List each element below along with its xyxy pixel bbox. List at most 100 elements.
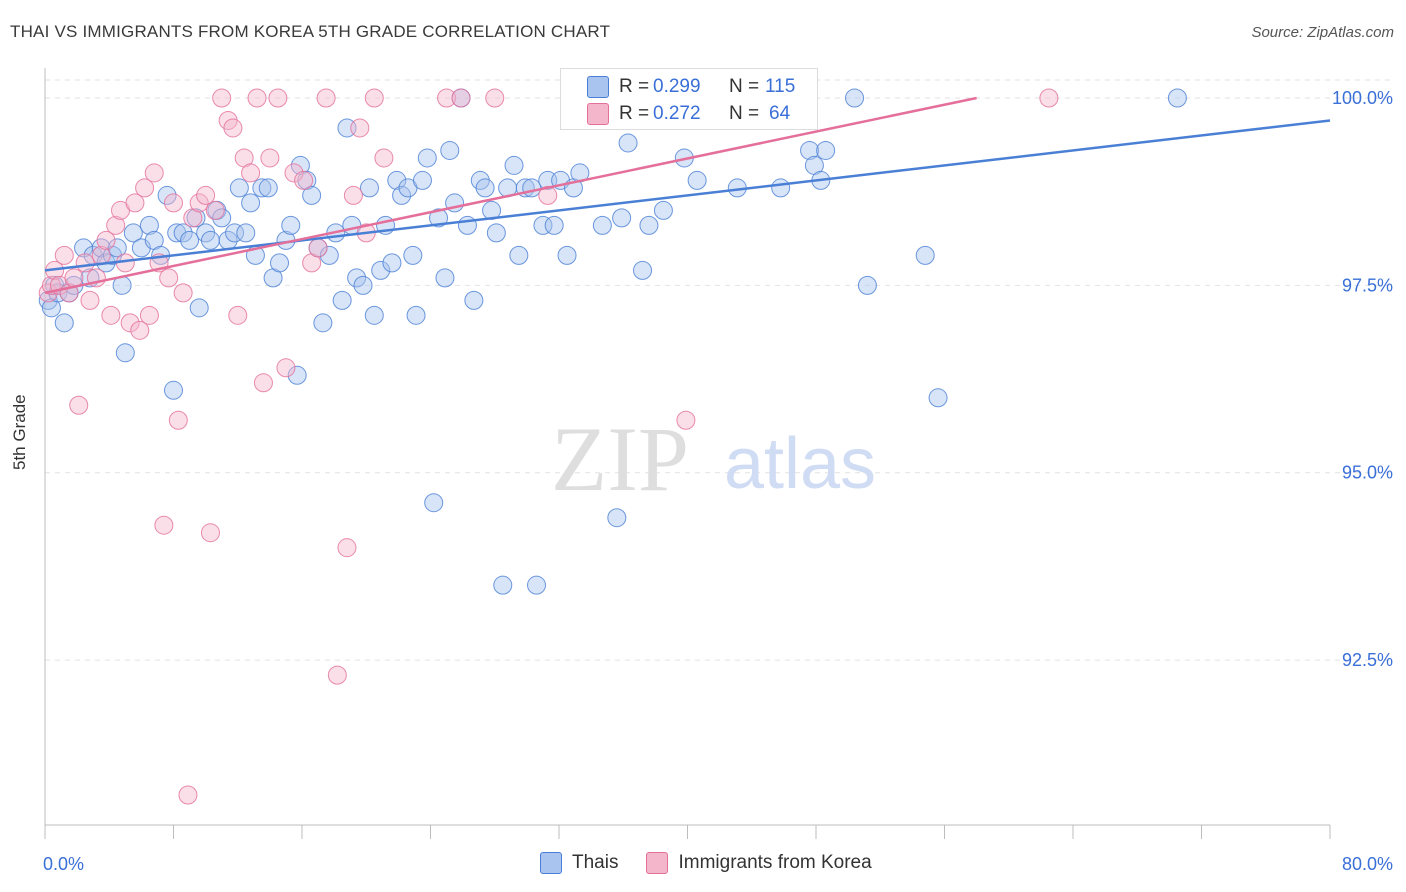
thais-point bbox=[653, 200, 673, 220]
korea-point bbox=[308, 238, 328, 258]
chart-title: THAI VS IMMIGRANTS FROM KOREA 5TH GRADE … bbox=[10, 22, 611, 41]
korea-point bbox=[200, 523, 220, 543]
thais-point bbox=[607, 508, 627, 528]
thais-point bbox=[302, 185, 322, 205]
thais-point bbox=[359, 178, 379, 198]
n-value-korea: 64 bbox=[769, 103, 791, 124]
korea-point bbox=[159, 268, 179, 288]
korea-point bbox=[178, 785, 198, 805]
thais-point bbox=[387, 170, 407, 190]
korea-point bbox=[350, 118, 370, 138]
korea-point bbox=[130, 320, 150, 340]
korea-point bbox=[223, 118, 243, 138]
korea-point bbox=[268, 88, 288, 108]
thais-point bbox=[392, 185, 412, 205]
y-tick-label: 97.5% bbox=[1342, 275, 1393, 295]
thais-point bbox=[639, 215, 659, 235]
korea-point bbox=[54, 245, 74, 265]
korea-point bbox=[485, 88, 505, 108]
korea-point bbox=[253, 373, 273, 393]
y-tick-label: 95.0% bbox=[1342, 463, 1393, 483]
thais-point bbox=[123, 223, 143, 243]
watermark: ZIP atlas bbox=[551, 408, 876, 510]
thais-point bbox=[347, 268, 367, 288]
korea-point bbox=[205, 200, 225, 220]
korea-point bbox=[69, 395, 89, 415]
korea-point bbox=[101, 305, 121, 325]
thais-point bbox=[429, 208, 449, 228]
legend-item-korea[interactable]: Immigrants from Korea bbox=[646, 852, 872, 874]
korea-point bbox=[96, 230, 116, 250]
thais-point bbox=[241, 193, 261, 213]
thais-point bbox=[403, 245, 423, 265]
thais-point bbox=[225, 223, 245, 243]
thais-point bbox=[464, 290, 484, 310]
thais-point bbox=[115, 343, 135, 363]
thais-point bbox=[845, 88, 865, 108]
thais-point bbox=[332, 290, 352, 310]
korea-point bbox=[276, 358, 296, 378]
thais-point bbox=[157, 185, 177, 205]
legend-label-korea: Immigrants from Korea bbox=[678, 852, 872, 873]
thais-point bbox=[200, 230, 220, 250]
thais-point bbox=[406, 305, 426, 325]
thais-point bbox=[313, 313, 333, 333]
thais-point bbox=[800, 140, 820, 160]
thais-point bbox=[435, 268, 455, 288]
thais-point bbox=[486, 223, 506, 243]
thais-point bbox=[353, 275, 373, 295]
thais-point bbox=[1167, 88, 1187, 108]
korea-legend-swatch bbox=[646, 852, 669, 874]
thais-point bbox=[527, 575, 547, 595]
thais-point bbox=[557, 245, 577, 265]
thais-legend-swatch bbox=[540, 852, 562, 874]
tick-labels: 92.5% 95.0% 97.5% 100.0% 0.0% 80.0% bbox=[43, 88, 1393, 874]
korea-point bbox=[247, 88, 267, 108]
thais-point bbox=[928, 388, 948, 408]
korea-point bbox=[316, 88, 336, 108]
korea-point bbox=[120, 313, 140, 333]
korea-point bbox=[337, 538, 357, 558]
thais-point bbox=[687, 170, 707, 190]
thais-point bbox=[440, 140, 460, 160]
y-tick-label: 100.0% bbox=[1332, 88, 1393, 108]
axes bbox=[44, 68, 1331, 839]
r-label: R = bbox=[619, 103, 650, 124]
korea-point bbox=[437, 88, 457, 108]
thais-point bbox=[107, 238, 127, 258]
series-legend: Thais Immigrants from Korea bbox=[540, 852, 872, 874]
korea-point bbox=[196, 185, 216, 205]
korea-point bbox=[168, 410, 188, 430]
thais-point bbox=[592, 215, 612, 235]
trend-lines bbox=[44, 96, 1331, 295]
x-tick-label: 80.0% bbox=[1342, 854, 1393, 874]
thais-point bbox=[915, 245, 935, 265]
thais-point bbox=[319, 245, 339, 265]
thais-point bbox=[382, 253, 402, 273]
legend-label-thais: Thais bbox=[572, 852, 619, 873]
korea-point bbox=[173, 283, 193, 303]
korea-point bbox=[228, 305, 248, 325]
korea-point bbox=[327, 665, 347, 685]
korea-point bbox=[189, 193, 209, 213]
thais-point bbox=[417, 148, 437, 168]
korea-point bbox=[241, 163, 261, 183]
watermark-atlas: atlas bbox=[724, 424, 876, 504]
legend-item-thais[interactable]: Thais bbox=[540, 852, 618, 874]
watermark-zip: ZIP bbox=[551, 408, 689, 510]
korea-point bbox=[75, 253, 95, 273]
korea-point bbox=[374, 148, 394, 168]
stats-legend: R = 0.299 N = 115 R = 0.272 N = 64 bbox=[560, 68, 818, 130]
korea-point bbox=[294, 170, 314, 190]
n-value-thais: 115 bbox=[765, 76, 796, 97]
thais-point bbox=[173, 223, 193, 243]
y-tick-label: 92.5% bbox=[1342, 650, 1393, 670]
korea-point bbox=[676, 410, 696, 430]
n-label: N = bbox=[729, 103, 760, 124]
thais-point bbox=[258, 178, 278, 198]
thais-point bbox=[771, 178, 791, 198]
thais-point bbox=[236, 223, 256, 243]
source-note: Source: ZipAtlas.com bbox=[1251, 24, 1394, 41]
korea-swatch bbox=[587, 103, 609, 125]
